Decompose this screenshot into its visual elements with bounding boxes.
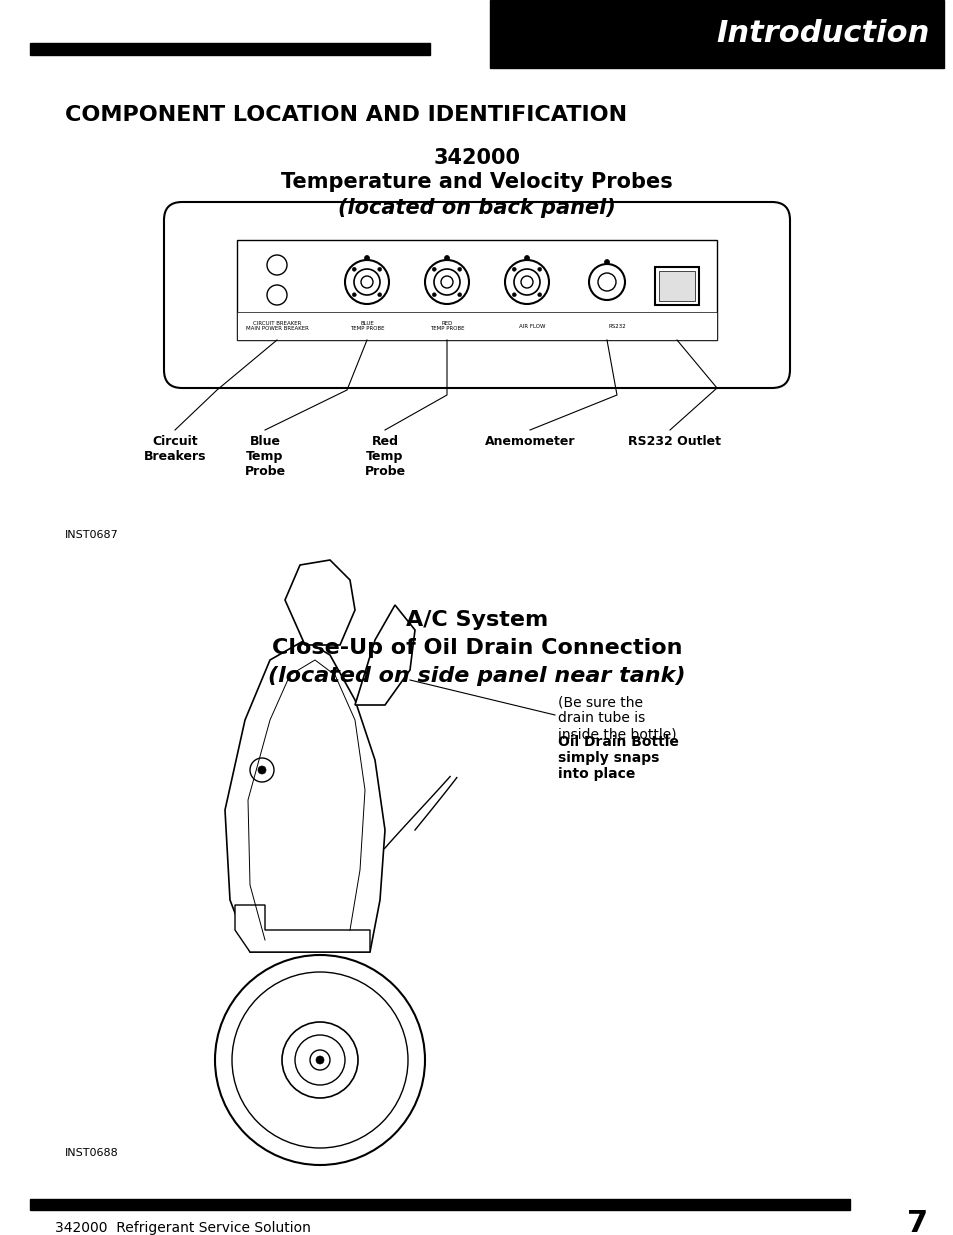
Text: (Be sure the
drain tube is
inside the bottle): (Be sure the drain tube is inside the bo… xyxy=(558,695,676,741)
Circle shape xyxy=(377,267,381,272)
Circle shape xyxy=(537,267,541,272)
Circle shape xyxy=(354,269,379,295)
Circle shape xyxy=(267,285,287,305)
Text: A/C System: A/C System xyxy=(405,610,548,630)
Circle shape xyxy=(512,293,516,296)
Bar xyxy=(236,240,717,340)
Circle shape xyxy=(257,766,266,774)
Circle shape xyxy=(315,1056,324,1065)
Text: (located on back panel): (located on back panel) xyxy=(337,198,616,219)
Bar xyxy=(659,270,695,301)
Circle shape xyxy=(440,275,453,288)
Text: RS232 Outlet: RS232 Outlet xyxy=(628,435,720,448)
Bar xyxy=(30,1199,849,1210)
Text: Temperature and Velocity Probes: Temperature and Velocity Probes xyxy=(281,172,672,191)
Circle shape xyxy=(352,293,355,296)
Circle shape xyxy=(214,955,424,1165)
Circle shape xyxy=(457,293,461,296)
Circle shape xyxy=(604,259,609,264)
Polygon shape xyxy=(355,605,415,705)
Text: RED
TEMP PROBE: RED TEMP PROBE xyxy=(429,321,464,331)
Circle shape xyxy=(345,261,389,304)
Text: Red
Temp
Probe: Red Temp Probe xyxy=(364,435,405,478)
Text: COMPONENT LOCATION AND IDENTIFICATION: COMPONENT LOCATION AND IDENTIFICATION xyxy=(65,105,626,125)
Circle shape xyxy=(520,275,533,288)
Text: CIRCUIT BREAKER
MAIN POWER BREAKER: CIRCUIT BREAKER MAIN POWER BREAKER xyxy=(245,321,308,331)
Circle shape xyxy=(352,267,355,272)
FancyBboxPatch shape xyxy=(164,203,789,388)
Circle shape xyxy=(514,269,539,295)
Circle shape xyxy=(232,972,408,1149)
Circle shape xyxy=(537,293,541,296)
Circle shape xyxy=(267,254,287,275)
Bar xyxy=(30,43,430,56)
Circle shape xyxy=(432,267,436,272)
Text: INST0688: INST0688 xyxy=(65,1149,118,1158)
Circle shape xyxy=(457,267,461,272)
Polygon shape xyxy=(225,640,385,952)
Text: Blue
Temp
Probe: Blue Temp Probe xyxy=(244,435,285,478)
Circle shape xyxy=(294,1035,345,1086)
Text: 7: 7 xyxy=(906,1209,927,1235)
Bar xyxy=(236,312,717,340)
Text: 342000: 342000 xyxy=(433,148,520,168)
Bar xyxy=(490,0,943,68)
Circle shape xyxy=(360,275,373,288)
Circle shape xyxy=(434,269,459,295)
Circle shape xyxy=(282,1023,357,1098)
Circle shape xyxy=(432,293,436,296)
Bar xyxy=(655,267,699,305)
Text: AIR FLOW: AIR FLOW xyxy=(518,324,545,329)
Circle shape xyxy=(250,758,274,782)
Text: RS232: RS232 xyxy=(607,324,625,329)
Polygon shape xyxy=(234,905,370,952)
Circle shape xyxy=(512,267,516,272)
Circle shape xyxy=(444,256,449,261)
Circle shape xyxy=(524,256,529,261)
Circle shape xyxy=(310,1050,330,1070)
Circle shape xyxy=(588,264,624,300)
Circle shape xyxy=(364,256,369,261)
Text: INST0687: INST0687 xyxy=(65,530,118,540)
Text: (located on side panel near tank): (located on side panel near tank) xyxy=(268,666,685,685)
Text: 342000  Refrigerant Service Solution: 342000 Refrigerant Service Solution xyxy=(55,1221,311,1235)
Circle shape xyxy=(504,261,548,304)
Circle shape xyxy=(598,273,616,291)
Text: Anemometer: Anemometer xyxy=(484,435,575,448)
Text: Oil Drain Bottle
simply snaps
into place: Oil Drain Bottle simply snaps into place xyxy=(558,735,679,782)
Text: BLUE
TEMP PROBE: BLUE TEMP PROBE xyxy=(350,321,384,331)
Circle shape xyxy=(377,293,381,296)
Circle shape xyxy=(424,261,469,304)
Polygon shape xyxy=(285,559,355,645)
Text: Close-Up of Oil Drain Connection: Close-Up of Oil Drain Connection xyxy=(272,638,681,658)
Text: Circuit
Breakers: Circuit Breakers xyxy=(144,435,206,463)
Text: Introduction: Introduction xyxy=(716,20,929,48)
